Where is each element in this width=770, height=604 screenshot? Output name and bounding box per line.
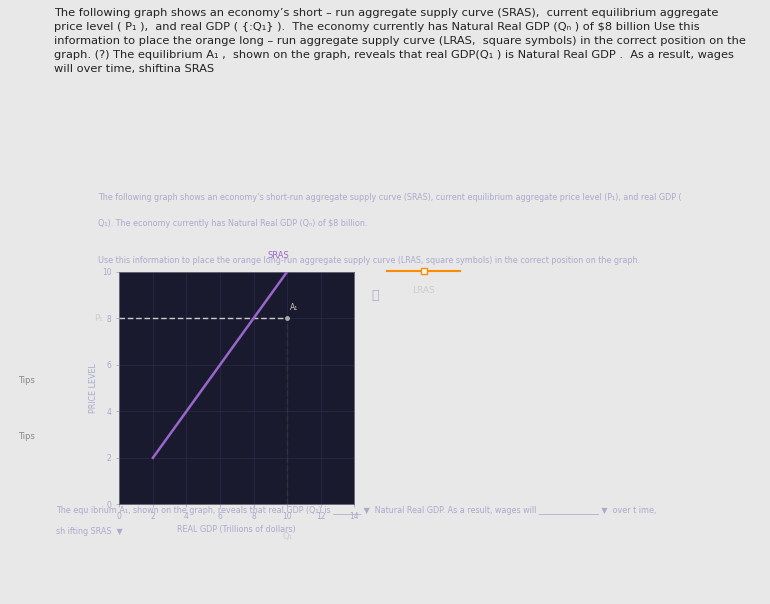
Text: Tips: Tips	[18, 432, 35, 440]
Text: SRAS: SRAS	[268, 251, 290, 260]
Text: P₁: P₁	[94, 314, 102, 323]
Text: ⓘ: ⓘ	[371, 289, 379, 302]
Text: A₁: A₁	[290, 303, 298, 312]
Text: Tips: Tips	[18, 376, 35, 385]
Text: Q₁). The economy currently has Natural Real GDP (Qₙ) of $8 billion.: Q₁). The economy currently has Natural R…	[98, 219, 367, 228]
Text: Q₁: Q₁	[282, 532, 292, 541]
Text: sh ifting SRAS  ▼: sh ifting SRAS ▼	[56, 527, 123, 536]
X-axis label: REAL GDP (Trillions of dollars): REAL GDP (Trillions of dollars)	[177, 525, 296, 534]
Y-axis label: PRICE LEVEL: PRICE LEVEL	[89, 363, 98, 413]
Text: Use this information to place the orange long-run aggregate supply curve (LRAS, : Use this information to place the orange…	[98, 255, 640, 265]
Text: The following graph shows an economy’s short-run aggregate supply curve (SRAS), : The following graph shows an economy’s s…	[98, 193, 681, 202]
Text: The equ ibrium A₁, shown on the graph, reveals that real GDP (Q₁) is _______ ▼  : The equ ibrium A₁, shown on the graph, r…	[56, 506, 657, 515]
Text: LRAS: LRAS	[412, 286, 435, 295]
Text: The following graph shows an economy’s short – run aggregate supply curve (SRAS): The following graph shows an economy’s s…	[54, 8, 746, 74]
